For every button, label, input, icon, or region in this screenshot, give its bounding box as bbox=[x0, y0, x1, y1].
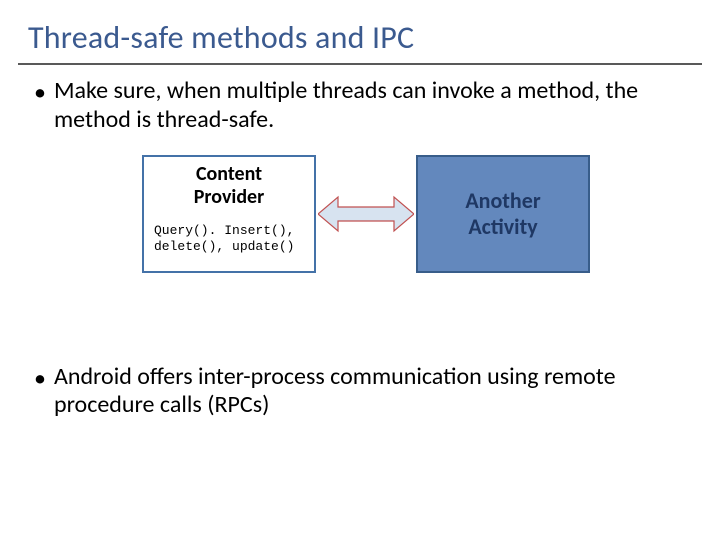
top-bullet-block: • Make sure, when multiple threads can i… bbox=[0, 65, 720, 135]
another-activity-title: Another Activity bbox=[465, 188, 540, 239]
bullet-dot-icon: • bbox=[34, 79, 46, 108]
bullet-text: Android offers inter-process communicati… bbox=[54, 363, 686, 421]
content-provider-title-line2: Provider bbox=[194, 185, 265, 209]
content-provider-title-line1: Content bbox=[196, 162, 262, 186]
code-line2: delete(), update() bbox=[154, 239, 294, 254]
content-provider-code: Query(). Insert(), delete(), update() bbox=[144, 223, 294, 256]
bottom-bullet-block: • Android offers inter-process communica… bbox=[0, 355, 720, 421]
content-provider-box: Content Provider Query(). Insert(), dele… bbox=[142, 155, 316, 273]
another-activity-line1: Another bbox=[465, 187, 540, 214]
content-provider-title: Content Provider bbox=[194, 163, 265, 209]
bullet-dot-icon: • bbox=[34, 365, 46, 394]
slide-title: Thread-safe methods and IPC bbox=[0, 0, 720, 63]
code-line1: Query(). Insert(), bbox=[154, 223, 294, 238]
bullet-row: • Make sure, when multiple threads can i… bbox=[34, 77, 686, 135]
bullet-text: Make sure, when multiple threads can inv… bbox=[54, 77, 686, 135]
diagram-area: Content Provider Query(). Insert(), dele… bbox=[0, 155, 720, 325]
another-activity-line2: Activity bbox=[468, 213, 537, 240]
double-arrow-icon bbox=[318, 191, 414, 237]
slide-title-text: Thread-safe methods and IPC bbox=[28, 18, 414, 57]
bullet-row: • Android offers inter-process communica… bbox=[34, 363, 686, 421]
another-activity-box: Another Activity bbox=[416, 155, 590, 273]
